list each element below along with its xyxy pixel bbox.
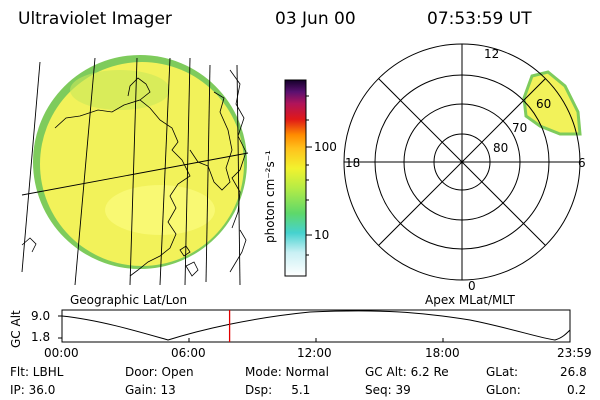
info-glat-label: GLat: [486, 365, 519, 379]
colorbar-ticks [306, 95, 312, 256]
info-ip: IP: 36.0 [10, 383, 56, 397]
altitude-xtick-0600: 06:00 [171, 346, 206, 360]
right-panel-caption: Apex MLat/MLT [425, 293, 515, 307]
lat-label-60: 60 [536, 97, 552, 111]
altitude-xtick-1800: 18:00 [425, 346, 460, 360]
altitude-frame [61, 309, 571, 343]
altitude-ylabel: GC Alt [9, 310, 23, 348]
info-glon-value: 0.2 [567, 383, 587, 397]
altitude-plot [58, 309, 571, 343]
uv-image-disk [33, 55, 247, 269]
disk-upper-band [70, 70, 170, 110]
mlt-label-12: 12 [484, 47, 500, 61]
info-flt: Flt: LBHL [10, 365, 64, 379]
info-mode: Mode: Normal [245, 365, 329, 379]
altitude-ytick-1-8: 1.8 [31, 330, 51, 344]
mlt-label-0: 0 [468, 279, 476, 293]
left-panel-caption: Geographic Lat/Lon [70, 293, 188, 307]
colorbar-tick-10: 10 [314, 228, 330, 242]
altitude-xtick-0000: 00:00 [44, 346, 79, 360]
altitude-xtick-1200: 12:00 [297, 346, 332, 360]
coastline [21, 69, 247, 277]
info-gain: Gain: 13 [125, 383, 176, 397]
info-door: Door: Open [125, 365, 194, 379]
info-glat-value: 26.8 [560, 365, 587, 379]
colorbar-unit-label: photon cm⁻²s⁻¹ [263, 150, 277, 243]
disk-bright-patch [105, 185, 215, 235]
info-glon-label: GLon: [486, 383, 521, 397]
lat-label-70: 70 [512, 121, 528, 135]
altitude-curve [61, 310, 571, 341]
polar-plot [343, 43, 582, 281]
header-time: 07:53:59 UT [427, 9, 532, 29]
colorbar-tick-100: 100 [314, 140, 337, 154]
header-date: 03 Jun 00 [275, 9, 356, 29]
lat-label-80: 80 [493, 141, 509, 155]
altitude-x-ticks [58, 315, 571, 342]
polar-grid [343, 43, 581, 281]
polar-auroral-patch [522, 70, 582, 136]
info-gc-alt: GC Alt: 6.2 Re [365, 365, 449, 379]
instrument-title: Ultraviolet Imager [18, 9, 172, 29]
altitude-xtick-2359: 23:59 [557, 346, 592, 360]
mlt-label-18: 18 [345, 156, 361, 170]
mlt-label-6: 6 [578, 156, 586, 170]
colorbar [284, 79, 307, 277]
info-dsp: Dsp: 5.1 [245, 383, 311, 397]
info-seq: Seq: 39 [365, 383, 411, 397]
altitude-ytick-9: 9.0 [31, 309, 51, 323]
